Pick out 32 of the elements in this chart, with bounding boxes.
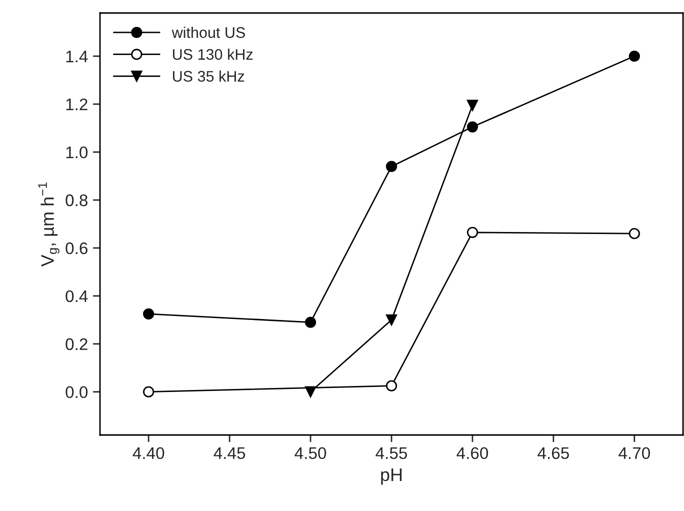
point — [466, 100, 478, 111]
point — [386, 160, 398, 172]
x-tick-label: 4.70 — [618, 447, 650, 460]
x-tick-label: 4.55 — [376, 447, 408, 460]
point — [304, 316, 316, 328]
y-tick-label: 1.4 — [66, 50, 88, 62]
y-tick-label: 0.6 — [66, 242, 88, 254]
x-tick-label: 4.60 — [456, 447, 488, 460]
x-axis-title: pH — [381, 468, 402, 485]
point — [466, 226, 478, 238]
y-tick-label: 1.2 — [66, 98, 88, 110]
y-tick-label: 1.0 — [66, 146, 88, 158]
legend-label: US 35 kHz — [172, 70, 244, 82]
y-tick-label: 0.8 — [66, 194, 88, 206]
y-tick-label: 0.0 — [66, 386, 88, 398]
y-tick-label: 0.2 — [66, 338, 88, 350]
legend-label: without US — [172, 26, 245, 38]
point — [143, 308, 154, 320]
x-tick-label: 4.40 — [132, 447, 164, 460]
x-tick-label: 4.65 — [538, 447, 569, 460]
point — [386, 380, 398, 392]
point — [386, 314, 398, 326]
point — [628, 50, 640, 62]
x-tick-label: 4.50 — [294, 447, 326, 460]
point — [628, 228, 640, 240]
point — [304, 386, 316, 398]
point — [143, 386, 154, 398]
y-axis-title: V$_{g}$, µm h$^{−1}$ — [38, 182, 60, 267]
y-tick-label: 0.4 — [66, 290, 88, 302]
x-tick-label: 4.45 — [214, 447, 246, 460]
legend-label: US 130 kHz — [172, 48, 253, 60]
point — [466, 121, 478, 132]
